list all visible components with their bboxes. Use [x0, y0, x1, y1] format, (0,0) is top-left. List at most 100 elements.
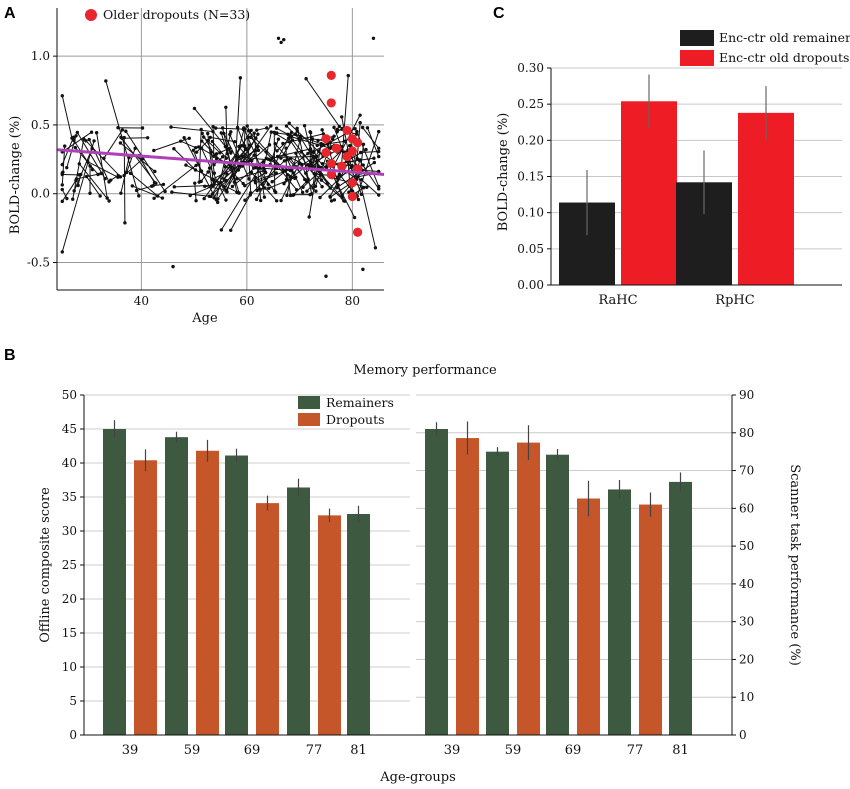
y-tick-label: 0.00 — [517, 278, 544, 292]
subject-point — [377, 169, 381, 174]
subject-point — [229, 228, 233, 232]
subject-point — [206, 131, 210, 136]
subject-point — [269, 130, 273, 134]
subject-point — [377, 149, 381, 154]
panel-b-bars — [103, 420, 692, 735]
panel-a-y-label: BOLD-change (%) — [8, 116, 23, 235]
subject-trajectory — [305, 78, 340, 127]
subject-trajectory — [340, 75, 349, 168]
subject-point — [212, 154, 216, 158]
dropout-point — [326, 98, 336, 108]
subject-point — [297, 136, 301, 141]
subject-point — [349, 188, 354, 193]
panel-a-x-ticks: 40 60 80 — [134, 294, 360, 308]
subject-point — [305, 189, 309, 193]
subject-trajectory — [300, 151, 343, 199]
legend-older-dropouts: Older dropouts (N=33) — [103, 7, 250, 22]
subject-point — [272, 189, 277, 193]
y-tick-label: 35 — [62, 490, 77, 504]
subject-point — [355, 129, 359, 134]
subject-point — [128, 171, 133, 176]
subject-point — [194, 199, 198, 203]
subject-point — [356, 197, 361, 202]
subject-point — [340, 193, 344, 197]
dropout-point — [337, 161, 347, 171]
subject-point — [197, 145, 201, 149]
legend-old-remainers: Enc-ctr old remainers — [719, 30, 850, 45]
y-tick-label: 10 — [739, 690, 754, 704]
panel-a-x-label: Age — [191, 311, 218, 326]
legend-old-dropouts: Enc-ctr old dropouts — [719, 50, 849, 65]
subject-point — [70, 136, 74, 140]
subject-point — [212, 196, 216, 200]
subject-point — [169, 125, 173, 129]
subject-point — [229, 130, 233, 134]
subject-point — [151, 183, 155, 188]
subject-point — [192, 106, 197, 111]
y-tick-label: 20 — [62, 592, 77, 606]
subject-point — [193, 168, 198, 172]
subject-point — [274, 126, 279, 130]
subject-point — [310, 137, 315, 141]
y-tick-label: 5 — [69, 694, 77, 708]
subject-trajectory — [125, 130, 166, 192]
subject-point — [224, 188, 228, 192]
subject-point — [155, 194, 160, 198]
subject-trajectory — [215, 127, 244, 130]
subject-point — [276, 137, 281, 141]
y-tick-label: 25 — [62, 558, 77, 572]
subject-point — [329, 199, 334, 203]
subject-point — [293, 132, 298, 136]
subject-trajectory — [200, 171, 209, 182]
panel-a-longitudinal-lines — [60, 36, 381, 278]
subject-point — [320, 128, 324, 132]
subject-point — [293, 176, 297, 181]
subject-point — [320, 185, 324, 189]
subject-point — [377, 193, 381, 197]
subject-trajectory — [333, 127, 342, 147]
subject-point — [300, 190, 305, 195]
subject-point — [73, 145, 78, 150]
subject-point — [72, 189, 76, 193]
subject-point — [358, 113, 362, 117]
subject-point — [265, 126, 269, 130]
subject-point — [253, 181, 258, 185]
subject-point — [99, 171, 103, 176]
subject-trajectory — [183, 137, 219, 203]
subject-point — [238, 76, 243, 80]
subject-point — [235, 177, 239, 181]
subject-trajectory — [78, 163, 110, 202]
scanner-bar-69-dropouts — [577, 498, 600, 735]
subject-point — [137, 194, 141, 198]
subject-point — [152, 181, 157, 185]
subject-trajectory — [130, 172, 158, 197]
offline-bar-39-dropouts — [134, 460, 157, 735]
y-tick-label: 0.10 — [517, 206, 544, 220]
y-tick-label: 30 — [739, 615, 754, 629]
subject-point — [286, 132, 290, 137]
subject-trajectory — [243, 127, 269, 185]
subject-trajectory — [138, 155, 155, 183]
subject-point — [222, 131, 226, 136]
y-tick-label: 1.0 — [31, 49, 50, 63]
subject-point — [153, 169, 157, 174]
x-tick-label: 77 — [306, 743, 323, 758]
subject-point — [340, 115, 344, 119]
bar-RaHC-dropouts — [621, 101, 677, 285]
panel-a-dropout-points — [321, 70, 363, 237]
subject-point — [364, 147, 368, 152]
subject-trajectory — [170, 126, 214, 133]
subject-point — [107, 180, 111, 184]
subject-point — [314, 189, 318, 193]
legend-dropouts: Dropouts — [326, 412, 385, 427]
subject-point — [74, 134, 78, 138]
subject-trajectory — [286, 159, 304, 193]
subject-point — [377, 154, 381, 159]
subject-point — [318, 195, 322, 200]
subject-point — [287, 121, 291, 125]
panel-c-bars — [559, 74, 794, 285]
subject-point — [303, 177, 307, 182]
subject-point — [209, 194, 213, 199]
legend-dropouts-swatch — [680, 50, 714, 66]
y-tick-label: 0.30 — [517, 61, 544, 75]
